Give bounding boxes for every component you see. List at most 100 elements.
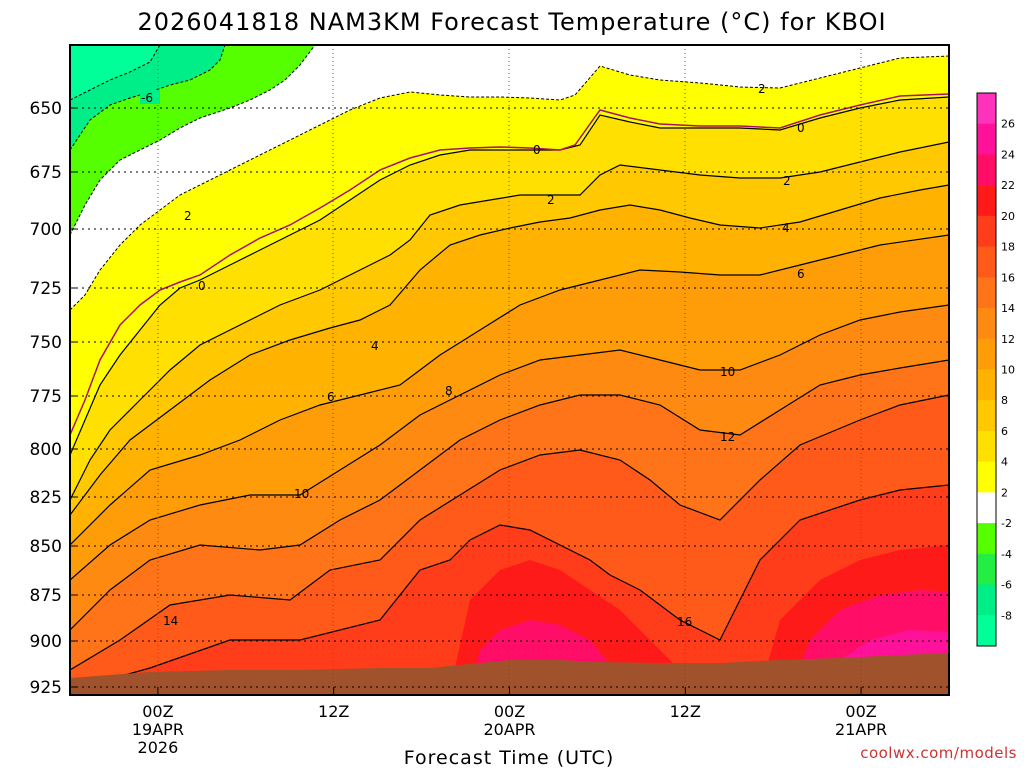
isotherm-6 [70,184,949,516]
y-tick-label: 700 [30,220,62,240]
isotherm-12 [70,359,949,631]
contour-label-neg6: -6 [141,91,153,105]
isotherm-4 [70,141,949,501]
contour-label: 2 [547,193,555,207]
grid-v [157,45,862,695]
colorbar-label: 16 [1001,271,1015,284]
x-axis-label: Forecast Time (UTC) [404,747,614,768]
colorbar-swatch [977,338,996,370]
y-tick-label: 675 [30,163,62,183]
x-tick-label: 00Z [845,702,876,721]
colorbar-label: 4 [1001,456,1008,469]
isotherm-2 [70,96,949,456]
colorbar-swatch [977,584,996,616]
contour-label: 10 [294,487,309,501]
colorbar-label: 12 [1001,333,1015,346]
isotherm-16 [70,484,949,691]
isotherm-neg4 [70,45,316,236]
credit-text: coolwx.com/models [860,744,1017,762]
colorbar-label: 26 [1001,118,1015,131]
x-tick-date: 21APR [835,720,887,739]
isotherms-negative [70,45,949,311]
isotherms [70,96,949,691]
isotherm-14 [70,394,949,671]
contour-label: 2 [184,209,192,223]
colorbar-label: 6 [1001,425,1008,438]
colorbar-swatch [977,400,996,432]
contour-label: 4 [782,221,790,235]
colorbar-frame [976,92,997,647]
contour-label: 2 [758,82,766,96]
colorbar-swatch [977,553,996,586]
colorbar-swatch [977,492,996,524]
y-tick-label: 875 [30,586,62,606]
colorbar-swatch [977,369,996,401]
contour-label: 6 [797,267,805,281]
y-tick-label: 650 [30,99,62,119]
colorbar-swatch [977,93,996,125]
isotherm-neg2 [70,55,949,311]
isotherm-0 [70,93,949,436]
x-tick-date: 19APR [132,720,184,739]
contour-labels: -6 2 0 2 0 2 0 2 4 6 4 6 8 10 10 12 14 1… [140,82,805,629]
x-tick-year: 2026 [138,738,179,757]
colorbar-swatch [977,277,996,309]
contour-label: 2 [783,174,791,188]
y-axis: 650 675 700 725 750 775 800 825 850 875 900 925 [30,99,78,698]
contour-label: 4 [371,339,379,353]
colorbar-label: 2 [1001,486,1008,499]
y-tick-label: 850 [30,537,62,557]
colorbar-swatch [977,523,996,555]
colorbar-label: -2 [1001,517,1012,530]
temperature-field [70,45,949,695]
contour-label: 0 [198,279,206,293]
contour-label: 6 [327,390,335,404]
colorbar-swatch [977,154,996,186]
y-tick-label: 775 [30,387,62,407]
x-tick-label: 00Z [494,702,525,721]
y-tick-label: 925 [30,678,62,698]
isotherm-neg8 [70,45,161,101]
band-2 [70,45,949,455]
contour-label: 0 [533,143,541,157]
contour-label: 16 [677,615,692,629]
colorbar-swatch [977,615,996,647]
colorbar-swatch [977,185,996,217]
x-tick-label: 12Z [318,702,349,721]
colorbar-swatch [977,123,996,155]
colorbar-swatch [977,461,996,493]
colorbar-label: 10 [1001,364,1015,377]
colorbar-swatch [977,246,996,278]
colorbar-swatch [977,215,996,248]
x-tick-label: 12Z [670,702,701,721]
y-tick-label: 800 [30,440,62,460]
y-tick-label: 725 [30,279,62,299]
colorbar: 26 24 22 20 18 16 14 12 10 8 6 4 2 -2 -4 -6 -8 [976,92,1015,647]
colorbar-label: -8 [1001,609,1012,622]
colorbar-label: 20 [1001,210,1015,223]
colorbar-label: 14 [1001,302,1015,315]
colorbar-label: 22 [1001,179,1015,192]
isotherm-10 [70,304,949,581]
colorbar-label: -6 [1001,579,1012,592]
colorbar-label: -4 [1001,548,1012,561]
x-tick-label: 00Z [142,702,173,721]
colorbar-label: 24 [1001,148,1015,161]
contour-label: 0 [797,121,805,135]
x-tick-date: 20APR [483,720,535,739]
chart-title: 2026041818 NAM3KM Forecast Temperature (… [137,8,886,36]
contour-label: 12 [720,430,735,444]
band-neg2 [70,45,949,310]
y-tick-label: 900 [30,632,62,652]
colorbar-swatch [977,430,996,463]
colorbar-swatch [977,308,996,340]
contour-label: 10 [720,365,735,379]
y-tick-label: 825 [30,488,62,508]
isotherm-8 [70,234,949,546]
contour-label: 8 [445,384,453,398]
colorbar-label: 8 [1001,394,1008,407]
contour-label: 14 [163,614,178,628]
band-neg8 [70,45,160,100]
